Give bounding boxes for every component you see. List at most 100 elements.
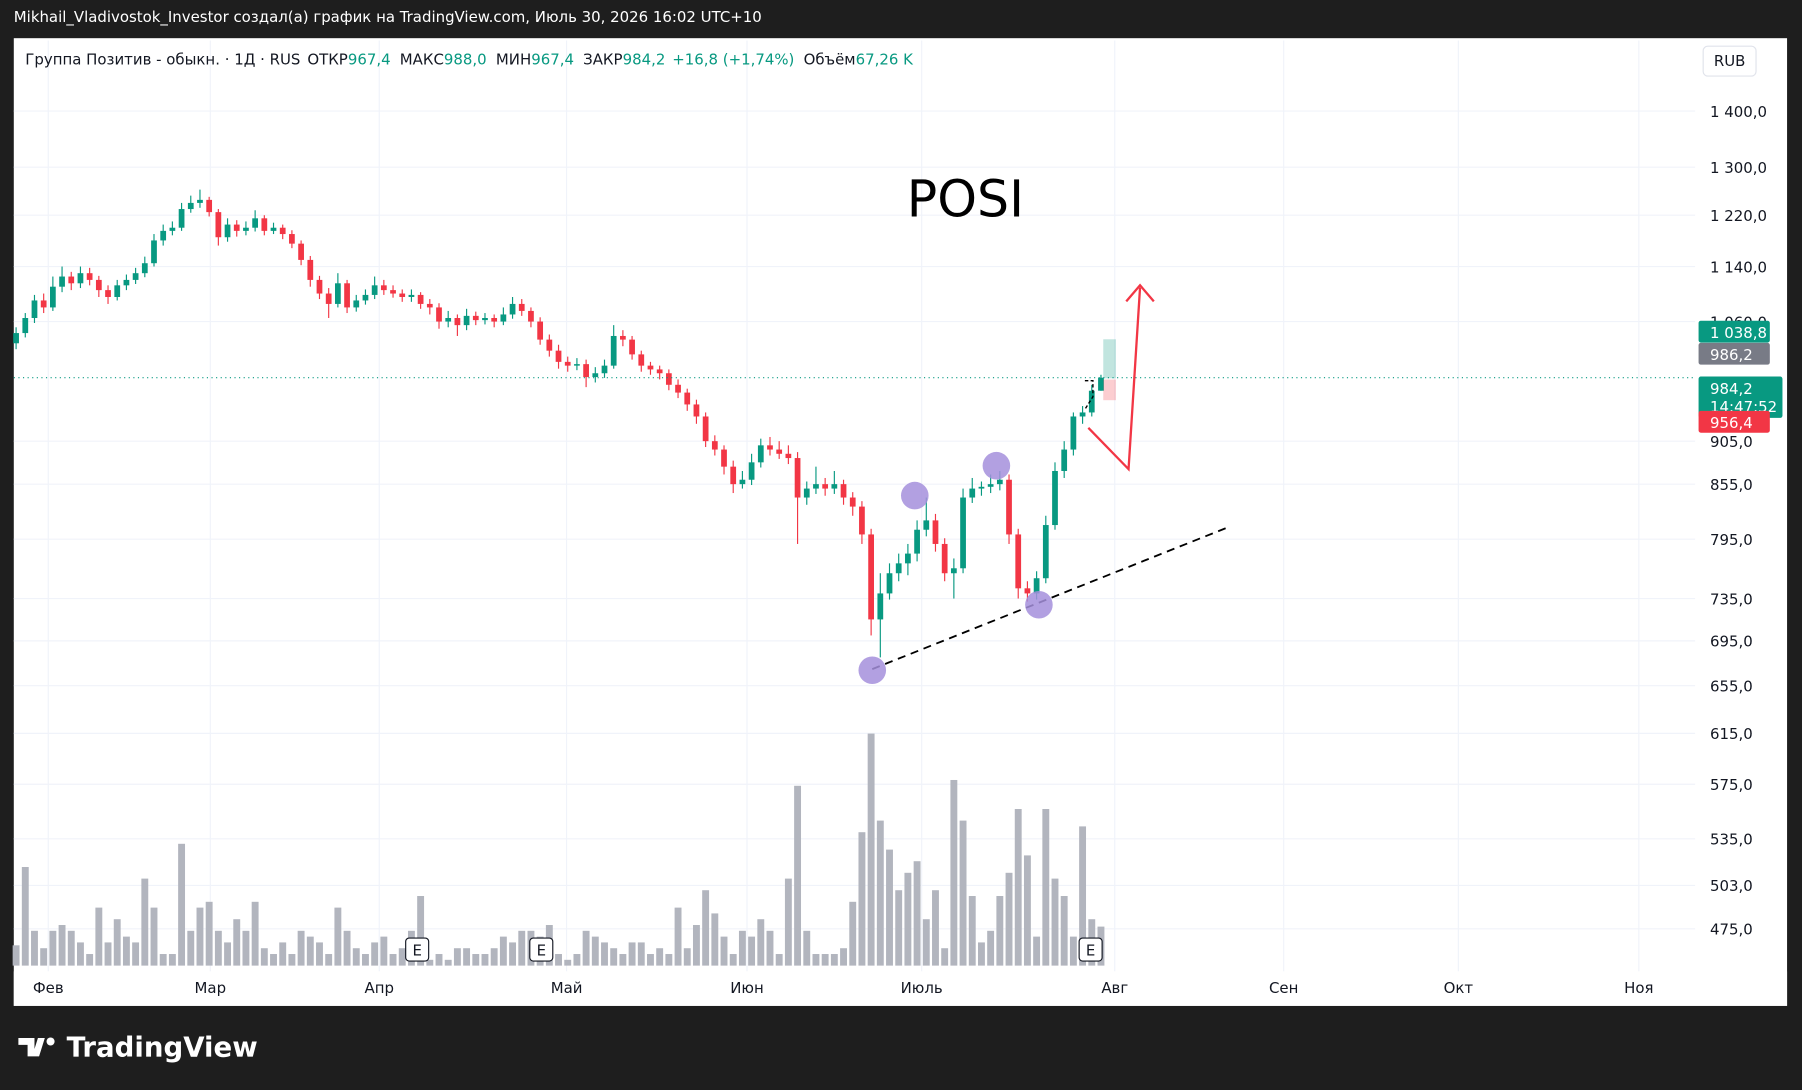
event-marker[interactable] <box>1078 937 1103 962</box>
candle-body <box>822 484 829 489</box>
candle-body <box>546 339 553 351</box>
volume-bar <box>343 930 351 966</box>
x-tick-label: Апр <box>365 979 394 997</box>
candle-body <box>859 506 865 535</box>
candle-body <box>362 294 369 301</box>
drawing-title: POSI <box>907 169 1024 228</box>
currency[interactable]: RUB <box>1714 52 1746 70</box>
candle-body <box>555 350 562 362</box>
drawings <box>858 283 1231 685</box>
volume-bar <box>757 919 765 966</box>
candle-body <box>215 212 222 238</box>
candle-body <box>13 333 19 344</box>
pivot-circle[interactable] <box>901 481 929 510</box>
candle-body <box>95 279 102 291</box>
volume-bar <box>490 948 498 966</box>
legend-label: ОТКР <box>307 51 348 69</box>
legend-value: 67,26 K <box>856 51 915 69</box>
candle-body <box>316 279 323 294</box>
candle-body <box>307 259 314 280</box>
currency-button[interactable] <box>1702 45 1757 77</box>
candle-body <box>785 453 792 459</box>
volume-bar <box>334 907 342 966</box>
volume-bar <box>849 901 857 966</box>
volume-bar <box>444 959 452 966</box>
candle-body <box>426 303 433 308</box>
volume-bar <box>435 954 443 966</box>
volume-bar <box>297 930 305 966</box>
volume-bar <box>830 954 838 966</box>
legend-value: 984,2 <box>623 51 666 69</box>
volume-bar <box>1023 855 1031 966</box>
candle-body <box>86 273 93 280</box>
candle-body <box>68 276 75 284</box>
target-zone[interactable] <box>1103 339 1116 379</box>
candle-body <box>1079 412 1086 417</box>
candle-body <box>932 520 939 544</box>
candle-body <box>197 199 203 203</box>
volume-bar <box>858 832 866 966</box>
volume-bar <box>58 925 66 966</box>
volume-bar <box>76 942 84 966</box>
candle-body <box>1098 377 1104 391</box>
event-marker[interactable] <box>529 937 554 962</box>
candle-body <box>206 199 213 213</box>
trend-line[interactable] <box>871 525 1231 670</box>
volume-bar <box>67 930 75 966</box>
candle-body <box>132 273 139 280</box>
candle-body <box>693 404 700 417</box>
forecast-arrow[interactable] <box>1087 287 1142 472</box>
y-tick-label: 475,0 <box>1710 921 1753 939</box>
candle-body <box>49 286 56 308</box>
event-label: E <box>537 941 546 959</box>
volume-bar <box>113 919 121 966</box>
volume-bar <box>159 954 167 966</box>
candle-body <box>472 315 479 321</box>
x-tick-label: Сен <box>1269 979 1298 997</box>
volume-bar <box>886 849 893 966</box>
y-tick-label: 855,0 <box>1710 476 1753 494</box>
event-marker[interactable] <box>405 937 430 962</box>
candle-body <box>803 488 810 498</box>
volume-bar <box>601 942 608 966</box>
candle-body <box>849 497 856 507</box>
legend-label: МАКС <box>400 51 444 69</box>
candle-body <box>1042 525 1049 579</box>
volume-bar <box>205 901 213 966</box>
volume-bar <box>279 942 287 966</box>
candle-body <box>463 315 470 326</box>
candle-body <box>1061 449 1068 471</box>
volume-bar <box>141 878 149 966</box>
pivot-circle[interactable] <box>858 656 887 685</box>
candle-body <box>169 227 176 231</box>
candle-body <box>40 300 47 308</box>
volume-bar <box>178 843 186 966</box>
candle-body <box>610 335 617 366</box>
y-tick-label: 905,0 <box>1710 433 1753 451</box>
volume-bar <box>224 942 231 966</box>
pivot-circle[interactable] <box>1025 590 1053 619</box>
volume-bar <box>784 878 792 966</box>
volume-bar <box>453 948 461 966</box>
candle-body <box>1088 390 1095 413</box>
volume-bar <box>122 936 130 966</box>
event-label: E <box>412 941 421 959</box>
stop-zone[interactable] <box>1103 379 1116 401</box>
candle-body <box>178 209 185 228</box>
volume-bar <box>619 954 627 966</box>
candle-body <box>941 543 948 574</box>
y-tick-label: 655,0 <box>1710 677 1753 695</box>
candle-body <box>325 293 332 304</box>
legend-label: ЗАКР <box>583 51 622 69</box>
volume-bar <box>398 948 406 966</box>
volume-bar <box>968 896 976 966</box>
pivot-circle[interactable] <box>982 451 1011 480</box>
volume-bar <box>40 948 48 966</box>
event-label: E <box>1086 941 1095 959</box>
candle-body <box>123 279 130 286</box>
brand[interactable]: TradingView <box>67 1030 258 1063</box>
legend-value: 967,4 <box>348 51 391 69</box>
candle-body <box>923 520 930 530</box>
candle-body <box>252 218 259 228</box>
